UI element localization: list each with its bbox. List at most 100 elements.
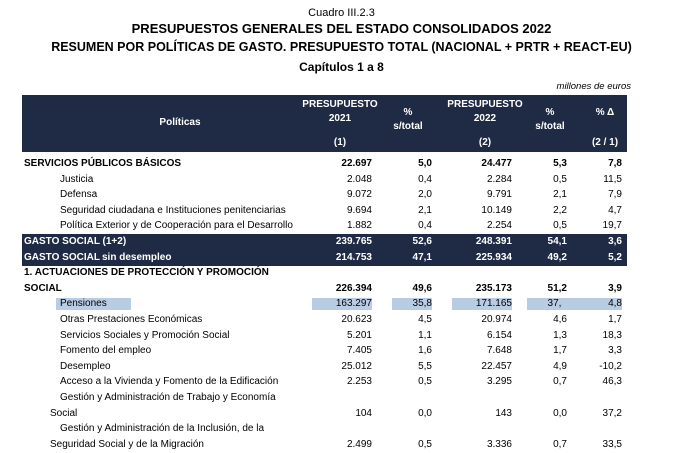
- column-header: PRESUPUESTO: [447, 99, 523, 110]
- column-header: PRESUPUESTO: [302, 99, 378, 110]
- cell-value: 10.149: [481, 204, 512, 216]
- cell-value: 25.012: [341, 360, 372, 372]
- cell-value: 22.697: [341, 158, 372, 169]
- units: millones de euros: [556, 81, 631, 92]
- cell-value: 2,2: [553, 204, 567, 216]
- cell-value: 4,9: [553, 360, 567, 372]
- cell-value: 171.165: [452, 298, 512, 311]
- cell-value: 0,0: [418, 407, 432, 419]
- cell-value: 5,0: [418, 158, 432, 169]
- cell-value: 3.336: [486, 438, 512, 450]
- cell-value: 5.201: [346, 329, 372, 341]
- cell-value: 5,3: [553, 158, 567, 169]
- cell-value: 22.457: [481, 360, 512, 372]
- cell-value: 3,3: [608, 345, 622, 357]
- cell-value: 1,6: [418, 345, 432, 357]
- cell-value: 2,1: [418, 204, 432, 216]
- row-label: Otras Prestaciones Económicas: [60, 314, 203, 325]
- cell-value: 2.284: [486, 173, 512, 185]
- cell-value: 47,1: [412, 251, 432, 263]
- row-label: Fomento del empleo: [60, 345, 152, 357]
- cell-value: 2,0: [418, 189, 432, 201]
- cell-value: 4,7: [608, 204, 622, 216]
- cell-value: 4,5: [418, 314, 432, 325]
- row-label: Social: [50, 407, 78, 419]
- row-label: Servicios Sociales y Promoción Social: [60, 329, 230, 341]
- cell-value: 0,5: [553, 173, 567, 185]
- row-label: SOCIAL: [24, 282, 62, 294]
- column-header: % Δ: [595, 107, 615, 118]
- row-label: GASTO SOCIAL (1+2): [24, 236, 127, 247]
- row-label: Justicia: [60, 173, 94, 185]
- cell-value: 3.295: [486, 376, 512, 388]
- cell-value: 214.753: [335, 251, 372, 263]
- cell-value: 9.694: [346, 204, 372, 216]
- row-label: Desempleo: [60, 360, 111, 372]
- row-label: SERVICIOS PÚBLICOS BÁSICOS: [24, 158, 182, 169]
- row-band: [22, 234, 627, 251]
- cell-value: 3,6: [608, 236, 622, 247]
- cell-value: 18,3: [602, 329, 622, 341]
- cell-value: 4,6: [553, 314, 567, 325]
- cell-value: 6.154: [486, 329, 512, 341]
- cell-value: 0,7: [553, 438, 567, 450]
- cell-value: 19,7: [602, 220, 622, 232]
- column-note: (2): [478, 137, 492, 148]
- row-label: GASTO SOCIAL: [24, 251, 100, 263]
- cell-value: 0,0: [553, 407, 567, 419]
- row-label: Política Exterior y de Cooperación para …: [60, 220, 293, 232]
- cell-value: 33,5: [602, 438, 622, 450]
- cell-value: 20.623: [341, 314, 372, 325]
- cell-value: 226.394: [335, 282, 372, 294]
- cell-value: 37,3: [527, 298, 567, 311]
- title-label: Cuadro III.2.3: [308, 7, 375, 19]
- row-band: [22, 249, 627, 266]
- cell-value: 7,9: [608, 189, 622, 201]
- cell-value: 52,6: [412, 236, 432, 247]
- cell-value: 2.253: [346, 376, 372, 388]
- title-scope: Capítulos 1 a 8: [299, 60, 384, 74]
- cell-value: 35,8: [392, 298, 432, 311]
- cell-value: 5,2: [608, 251, 622, 263]
- cell-value: 163.297: [312, 298, 372, 311]
- cell-value: 2.254: [486, 220, 512, 232]
- cell-value: 239.765: [335, 236, 372, 247]
- cell-value: 0,5: [418, 438, 432, 450]
- cell-value: 9.791: [486, 189, 512, 201]
- row-label: 1. ACTUACIONES DE PROTECCIÓN Y PROMOCIÓN: [24, 267, 269, 279]
- header-band: [22, 95, 627, 152]
- cell-value: 7,8: [608, 158, 622, 169]
- row-label: Pensiones: [56, 298, 131, 311]
- cell-value: 11,5: [603, 173, 622, 185]
- column-header: 2021: [328, 113, 352, 124]
- row-label: Gestión y Administración de la Inclusión…: [60, 423, 264, 435]
- column-header: %: [403, 107, 413, 118]
- cell-value: 9.072: [346, 189, 372, 201]
- cell-value: 54,1: [547, 236, 567, 247]
- title-subtitle: RESUMEN POR POLÍTICAS DE GASTO. PRESUPUE…: [51, 40, 632, 54]
- cell-value: 1,7: [553, 345, 567, 357]
- cell-value: 49,2: [547, 251, 567, 263]
- cell-value: 2,1: [553, 189, 567, 201]
- cell-value: 49,6: [412, 282, 432, 294]
- cell-value: 5,5: [418, 360, 432, 372]
- cell-value: 1,1: [418, 329, 432, 341]
- cell-value: 235.173: [475, 282, 512, 294]
- cell-value: 46,3: [602, 376, 622, 388]
- cell-value: 37,2: [602, 407, 622, 419]
- cell-value: 0,5: [418, 376, 432, 388]
- cell-value: 0,7: [553, 376, 567, 388]
- cell-value: 0,4: [418, 220, 432, 232]
- cell-value: 143: [495, 407, 512, 419]
- cell-value: 20.974: [481, 314, 512, 325]
- cell-value: 104: [355, 407, 372, 419]
- cell-value: 0,4: [418, 173, 432, 185]
- row-label: Defensa: [60, 189, 98, 201]
- column-header: %: [545, 107, 555, 118]
- row-label: Acceso a la Vivienda y Fomento de la Edi…: [60, 376, 279, 388]
- cell-value: 1,3: [553, 329, 567, 341]
- cell-value: 7.648: [486, 345, 512, 357]
- cell-value: -10,2: [599, 360, 622, 372]
- cell-value: 225.934: [475, 251, 512, 263]
